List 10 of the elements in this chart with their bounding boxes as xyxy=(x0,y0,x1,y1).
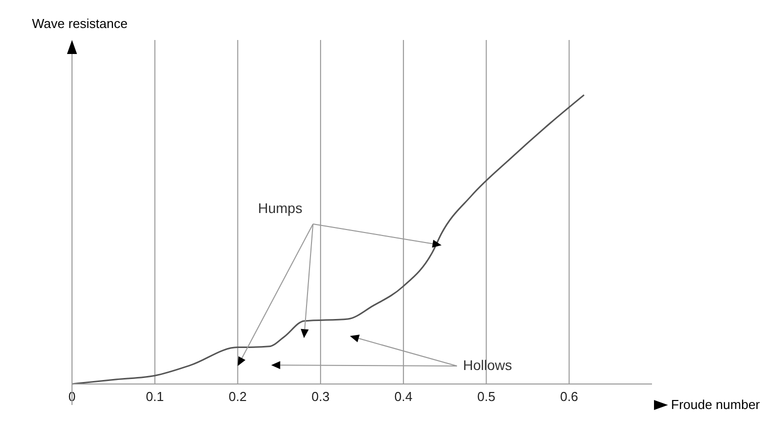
annotation: Humps xyxy=(258,200,302,216)
x-tick-label: 0.4 xyxy=(394,389,412,404)
y-axis-title: Wave resistance xyxy=(32,16,128,31)
annotation: Hollows xyxy=(463,357,512,373)
x-axis-title: Froude number xyxy=(671,397,760,412)
x-tick-label: 0.2 xyxy=(228,389,247,404)
x-tick-label: 0.6 xyxy=(560,389,578,404)
x-tick-label: 0.3 xyxy=(312,389,330,404)
x-tick-label: 0.1 xyxy=(146,389,164,404)
x-tick-label: 0.5 xyxy=(477,389,496,404)
